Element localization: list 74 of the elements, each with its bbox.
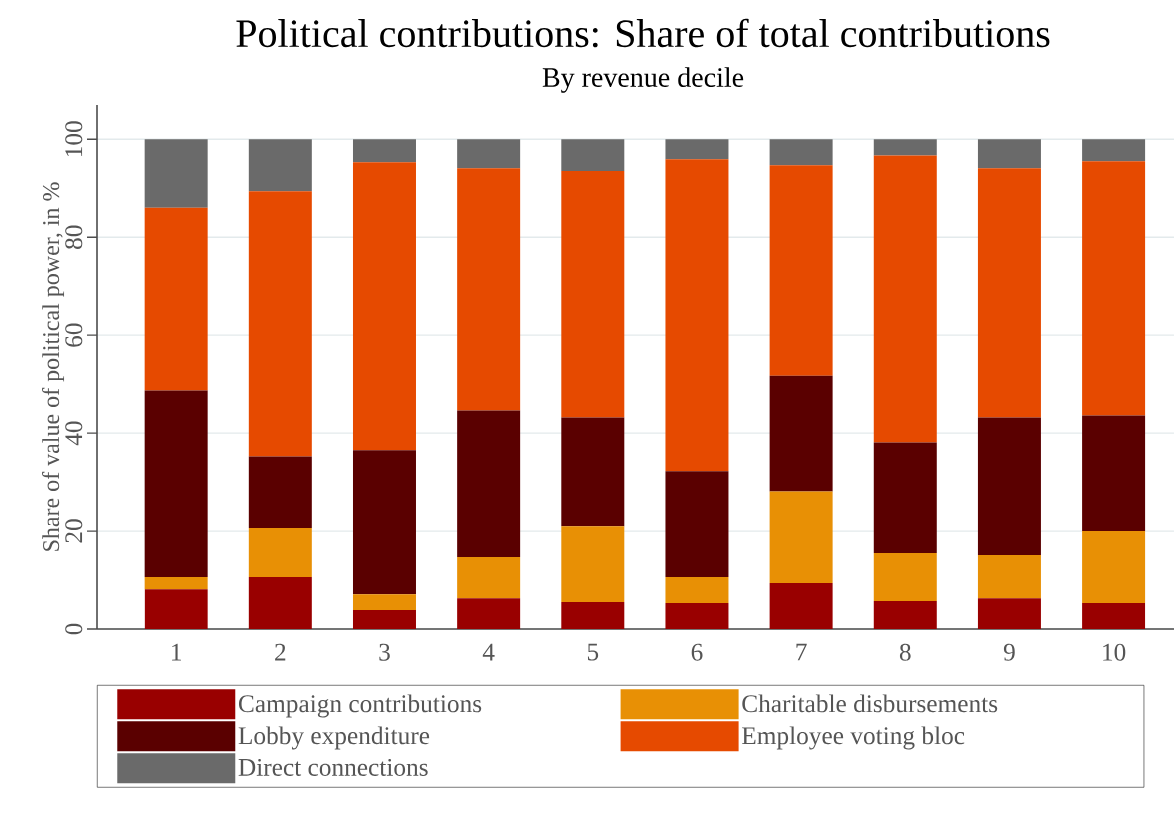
bar <box>457 557 521 599</box>
bar <box>561 602 625 629</box>
bar <box>144 589 208 629</box>
bar <box>144 577 208 590</box>
bar <box>873 601 937 629</box>
x-tick-label: 6 <box>691 643 703 661</box>
y-axis-title: Share of value of political power, in % <box>42 182 65 551</box>
bar <box>248 528 312 578</box>
bar <box>1082 139 1146 162</box>
x-tick-label: 10 <box>1103 643 1126 661</box>
y-tick-label: 20 <box>65 519 83 543</box>
y-tick-label: 0 <box>65 623 83 635</box>
bar <box>457 139 521 169</box>
x-tick-label: 9 <box>1003 643 1015 661</box>
bar <box>769 139 833 166</box>
bar <box>665 139 729 160</box>
bar <box>873 155 937 443</box>
bar <box>352 139 416 163</box>
bar <box>352 609 416 629</box>
bar <box>352 450 416 595</box>
bar <box>248 139 312 192</box>
x-tick-label: 7 <box>796 643 807 661</box>
x-tick-label: 2 <box>275 643 286 661</box>
chart-subtitle: By revenue decile <box>542 67 744 93</box>
y-tick-label: 60 <box>65 323 83 347</box>
bar <box>561 526 625 603</box>
bar <box>977 598 1041 629</box>
bar <box>665 159 729 472</box>
bar <box>248 191 312 457</box>
x-tick-label: 4 <box>482 643 495 661</box>
bar <box>561 417 625 527</box>
bar <box>144 390 208 578</box>
bar <box>1082 531 1146 604</box>
bar <box>769 375 833 492</box>
bar <box>248 456 312 529</box>
bar <box>144 139 208 208</box>
y-tick-label: 100 <box>65 121 83 157</box>
bar <box>873 139 937 156</box>
bar <box>1082 415 1146 532</box>
chart-title: Political contributions: Share of total contributions <box>236 18 1050 48</box>
bar <box>665 577 729 604</box>
y-tick-label: 80 <box>65 225 83 249</box>
bar <box>873 553 937 602</box>
bar <box>457 410 521 558</box>
bar <box>977 168 1041 418</box>
x-tick-label: 8 <box>899 643 911 661</box>
bar <box>769 165 833 376</box>
bar <box>561 171 625 418</box>
x-tick-label: 3 <box>379 643 390 661</box>
bar <box>769 582 833 629</box>
legend-label: Charitable disbursements <box>742 694 998 713</box>
bar <box>665 471 729 578</box>
bar <box>665 603 729 629</box>
y-tick-label: 40 <box>65 421 83 446</box>
bar <box>977 417 1041 556</box>
bar <box>457 168 521 411</box>
x-tick-label: 1 <box>172 643 181 661</box>
bar <box>352 162 416 451</box>
bar <box>1082 161 1146 416</box>
bar <box>977 555 1041 599</box>
legend-label: Direct connections <box>238 758 428 776</box>
bar <box>248 577 312 629</box>
x-tick-label: 5 <box>587 643 599 661</box>
bar <box>561 139 625 172</box>
bar <box>873 442 937 554</box>
legend-label: Lobby expenditure <box>238 726 430 750</box>
bar <box>1082 603 1146 629</box>
bar <box>144 207 208 391</box>
bar <box>769 491 833 583</box>
bar <box>977 139 1041 169</box>
bar <box>352 594 416 610</box>
legend-label: Employee voting bloc <box>742 726 965 750</box>
legend-label: Campaign contributions <box>238 694 482 718</box>
bar <box>457 598 521 629</box>
